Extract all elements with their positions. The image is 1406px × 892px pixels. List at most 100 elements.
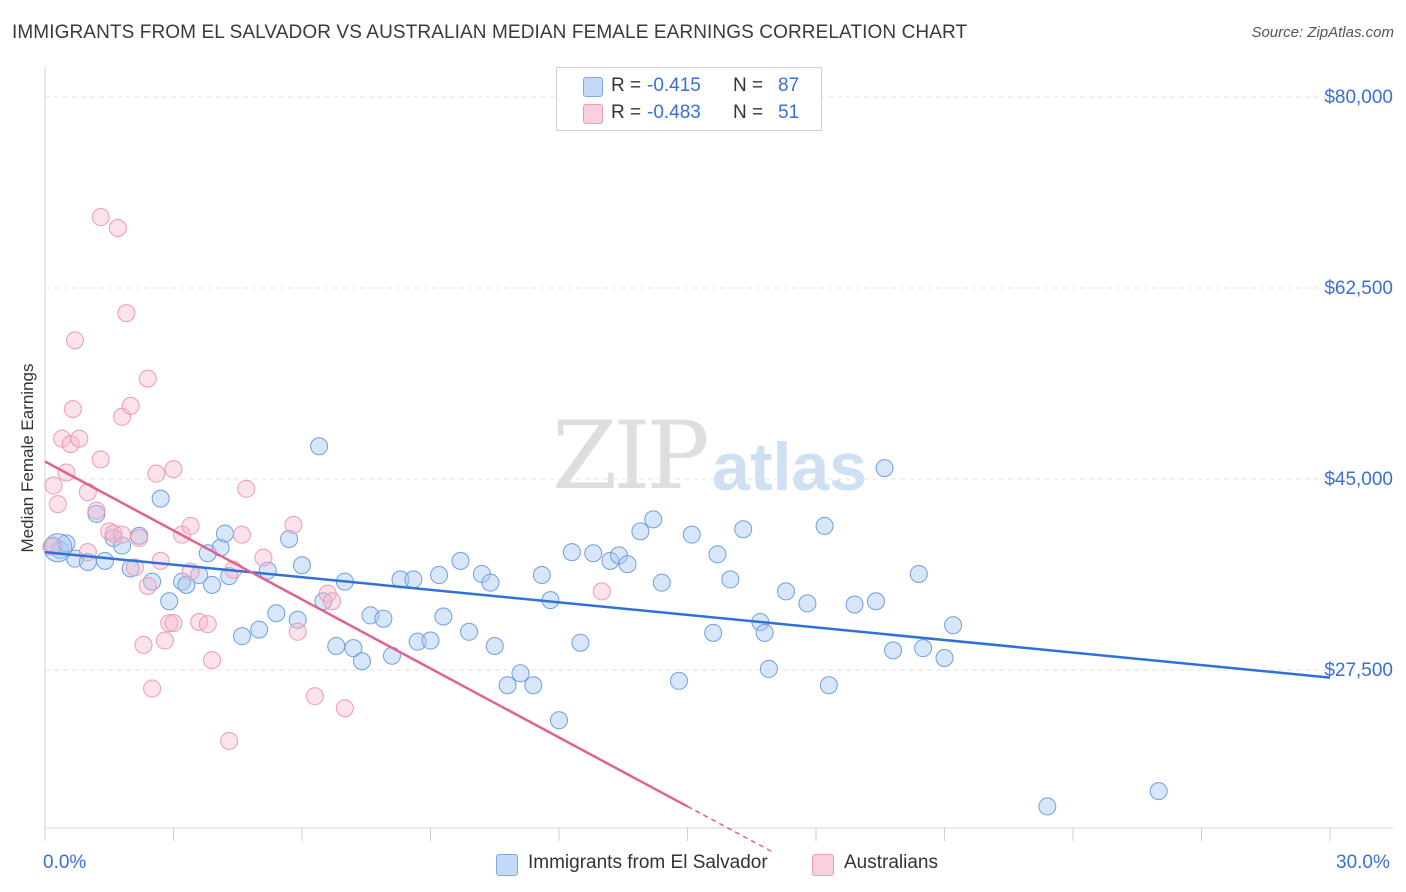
data-point-australians: [151, 551, 170, 570]
data-point-australians: [42, 537, 61, 556]
data-point-australians: [70, 429, 89, 448]
data-point-el-salvador: [631, 522, 650, 541]
watermark-atlas: atlas: [712, 429, 867, 505]
data-point-australians: [592, 582, 611, 601]
data-point-australians: [155, 631, 174, 650]
data-point-el-salvador: [293, 556, 311, 575]
trend-line-australians: [44, 460, 689, 808]
data-point-el-salvador: [460, 622, 479, 641]
data-point-australians: [130, 528, 149, 547]
axes: [44, 66, 1393, 841]
data-point-australians: [203, 651, 222, 670]
bottom-legend-swatch-blue: [496, 854, 518, 876]
data-point-el-salvador: [875, 459, 894, 478]
data-point-el-salvador: [421, 631, 440, 650]
data-point-el-salvador: [909, 564, 928, 583]
data-point-el-salvador: [280, 530, 299, 549]
y-tick-label: $27,500: [1324, 660, 1393, 681]
data-point-el-salvador: [845, 595, 864, 614]
data-point-australians: [198, 615, 217, 634]
data-point-el-salvador: [352, 652, 371, 671]
data-point-el-salvador: [759, 659, 778, 678]
data-point-australians: [87, 501, 106, 520]
legend-swatch-pink: [583, 104, 603, 124]
data-point-el-salvador: [652, 573, 671, 592]
data-point-el-salvador: [644, 510, 663, 529]
data-point-australians: [134, 635, 153, 654]
data-point-el-salvador: [481, 573, 500, 592]
series-el-salvador-points: [43, 437, 1168, 816]
data-point-el-salvador: [777, 582, 796, 601]
data-point-el-salvador: [404, 570, 423, 589]
data-point-australians: [322, 592, 341, 611]
data-point-el-salvador: [866, 592, 885, 611]
data-point-el-salvador: [755, 623, 774, 642]
data-point-australians: [160, 614, 179, 633]
y-tick-label: $45,000: [1324, 469, 1393, 490]
data-point-el-salvador: [1149, 782, 1168, 801]
watermark-zip: ZIP: [552, 402, 710, 511]
data-point-australians: [117, 304, 136, 323]
data-point-australians: [233, 525, 252, 544]
data-point-el-salvador: [884, 641, 903, 660]
data-point-australians: [284, 515, 303, 534]
bottom-legend-swatch-pink: [812, 854, 834, 876]
legend-n-value: 87: [778, 75, 800, 96]
data-point-el-salvador: [669, 671, 688, 690]
data-point-el-salvador: [485, 636, 504, 655]
data-point-australians: [63, 400, 82, 419]
data-point-el-salvador: [524, 676, 543, 695]
legend-n-label: N =: [733, 75, 764, 96]
trend-lines: [44, 460, 1331, 853]
data-point-el-salvador: [618, 555, 637, 574]
legend-r-value: -0.483: [647, 102, 701, 123]
legend-r-label: R =: [611, 75, 642, 96]
trend-line-australians-extension: [687, 805, 774, 853]
data-point-el-salvador: [327, 636, 346, 655]
data-point-el-salvador: [682, 525, 701, 544]
data-point-australians: [138, 576, 157, 595]
legend-r-label: R =: [611, 102, 642, 123]
source-note: Source: ZipAtlas.com: [1251, 24, 1394, 41]
data-point-australians: [220, 731, 239, 750]
legend-n-value: 51: [778, 102, 800, 123]
data-point-el-salvador: [798, 594, 817, 613]
data-point-el-salvador: [704, 623, 723, 642]
data-point-el-salvador: [734, 520, 753, 539]
data-point-australians: [305, 687, 324, 706]
data-point-el-salvador: [310, 437, 329, 456]
data-point-el-salvador: [815, 516, 834, 535]
data-point-el-salvador: [430, 566, 449, 585]
legend-n-label: N =: [733, 102, 764, 123]
data-point-australians: [78, 483, 97, 502]
data-point-el-salvador: [233, 627, 252, 646]
data-point-el-salvador: [1038, 797, 1057, 816]
data-point-el-salvador: [374, 609, 393, 628]
data-point-el-salvador: [250, 620, 269, 639]
data-point-australians: [44, 476, 63, 495]
data-point-australians: [143, 679, 162, 698]
x-tick-label-max: 30.0%: [1336, 852, 1390, 873]
data-point-el-salvador: [562, 543, 581, 562]
data-point-el-salvador: [215, 524, 234, 543]
data-point-el-salvador: [95, 551, 114, 570]
data-point-el-salvador: [160, 592, 179, 611]
data-point-el-salvador: [708, 545, 727, 564]
series-australians-points: [42, 208, 611, 750]
data-point-australians: [147, 464, 166, 483]
y-axis-label: Median Female Earnings: [18, 363, 37, 553]
correlation-legend: R = -0.415 N = 87 R = -0.483 N = 51: [556, 67, 822, 131]
data-point-el-salvador: [532, 566, 551, 585]
data-point-australians: [164, 614, 183, 633]
y-tick-label: $62,500: [1324, 278, 1393, 299]
y-tick-label: $80,000: [1324, 87, 1393, 108]
data-point-australians: [237, 479, 256, 498]
data-point-australians: [164, 460, 183, 479]
data-point-australians: [113, 525, 132, 544]
data-point-el-salvador: [819, 676, 838, 695]
data-point-australians: [254, 548, 273, 567]
data-point-australians: [125, 558, 144, 577]
data-point-el-salvador: [267, 604, 286, 623]
data-point-australians: [181, 516, 200, 535]
